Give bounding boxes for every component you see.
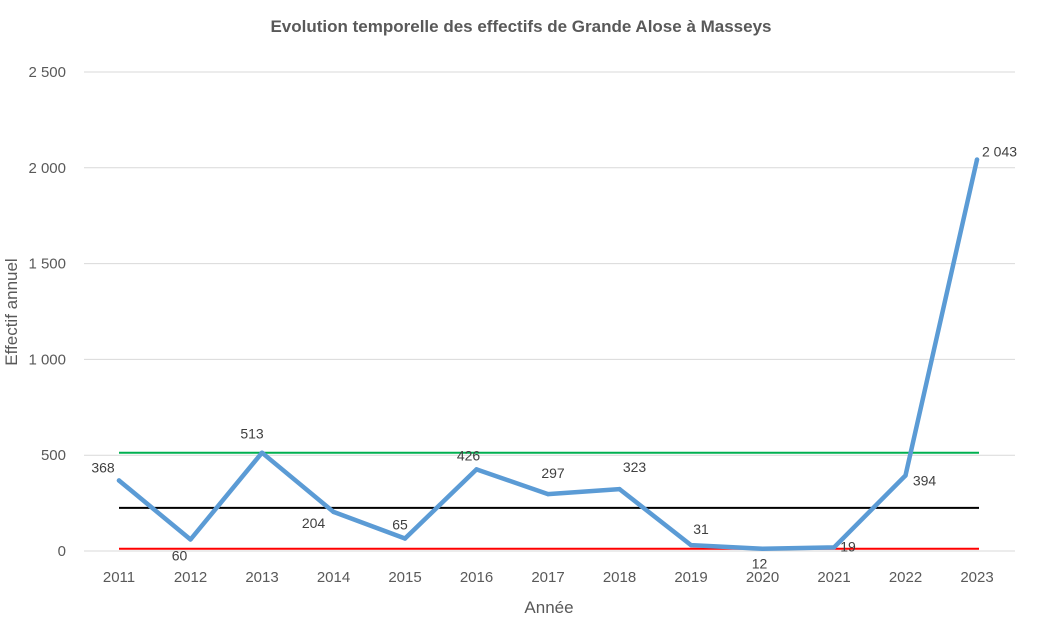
data-label: 2 043 [982,144,1017,160]
x-tick-label: 2023 [960,569,993,586]
x-tick-label: 2020 [746,569,779,586]
data-point [617,486,622,492]
data-point [402,536,408,541]
data-point [116,478,122,483]
data-label: 204 [302,515,326,531]
x-tick-label: 2019 [674,569,707,586]
series-layer [116,157,980,551]
gridlines [84,71,1015,552]
series-line-1 [116,157,980,551]
data-label: 394 [913,473,937,489]
chart-title: Evolution temporelle des effectifs de Gr… [270,17,771,36]
data-point [903,473,908,478]
x-tick-label: 2021 [817,569,850,586]
y-tick-label: 500 [41,447,66,464]
data-point [760,546,765,551]
y-tick-label: 2 500 [28,64,66,81]
data-point [259,450,265,455]
y-axis-title: Effectif annuel [2,258,21,365]
data-label: 426 [457,447,481,463]
x-tick-label: 2013 [245,569,278,586]
data-point [545,491,551,497]
x-tick-label: 2017 [531,569,564,586]
data-point [974,157,980,162]
x-tick-label: 2022 [889,569,922,586]
x-tick-label: 2012 [174,569,207,586]
data-label: 12 [752,556,768,572]
data-label: 513 [240,426,264,442]
x-tick-label: 2014 [317,569,350,586]
data-label: 31 [693,521,709,537]
y-tick-label: 0 [58,543,66,560]
data-label: 323 [623,459,647,475]
y-tick-label: 1 000 [28,351,66,368]
data-point [331,509,336,515]
x-tick-label: 2016 [460,569,493,586]
data-labels: 368 60 513 204 65 426 297 323 31 12 19 394 2 043 [91,144,1017,572]
data-label: 368 [91,459,115,475]
x-tick-label: 2018 [603,569,636,586]
y-axis-ticks: 0 500 1 000 1 500 2 000 2 500 [28,64,66,560]
data-point [831,545,837,550]
data-point [688,542,694,548]
data-label: 65 [392,517,408,533]
x-tick-label: 2015 [388,569,421,586]
data-point [188,537,193,542]
x-tick-label: 2011 [103,569,135,586]
data-label: 19 [840,538,856,554]
y-tick-label: 2 000 [28,160,66,177]
data-label: 60 [172,548,188,564]
x-axis-ticks: 2011 2012 2013 2014 2015 2016 2017 2018 2019 2020… [103,569,994,586]
data-label: 297 [541,465,565,481]
y-tick-label: 1 500 [28,256,66,273]
data-point [474,467,479,472]
x-axis-title: Année [524,598,573,617]
